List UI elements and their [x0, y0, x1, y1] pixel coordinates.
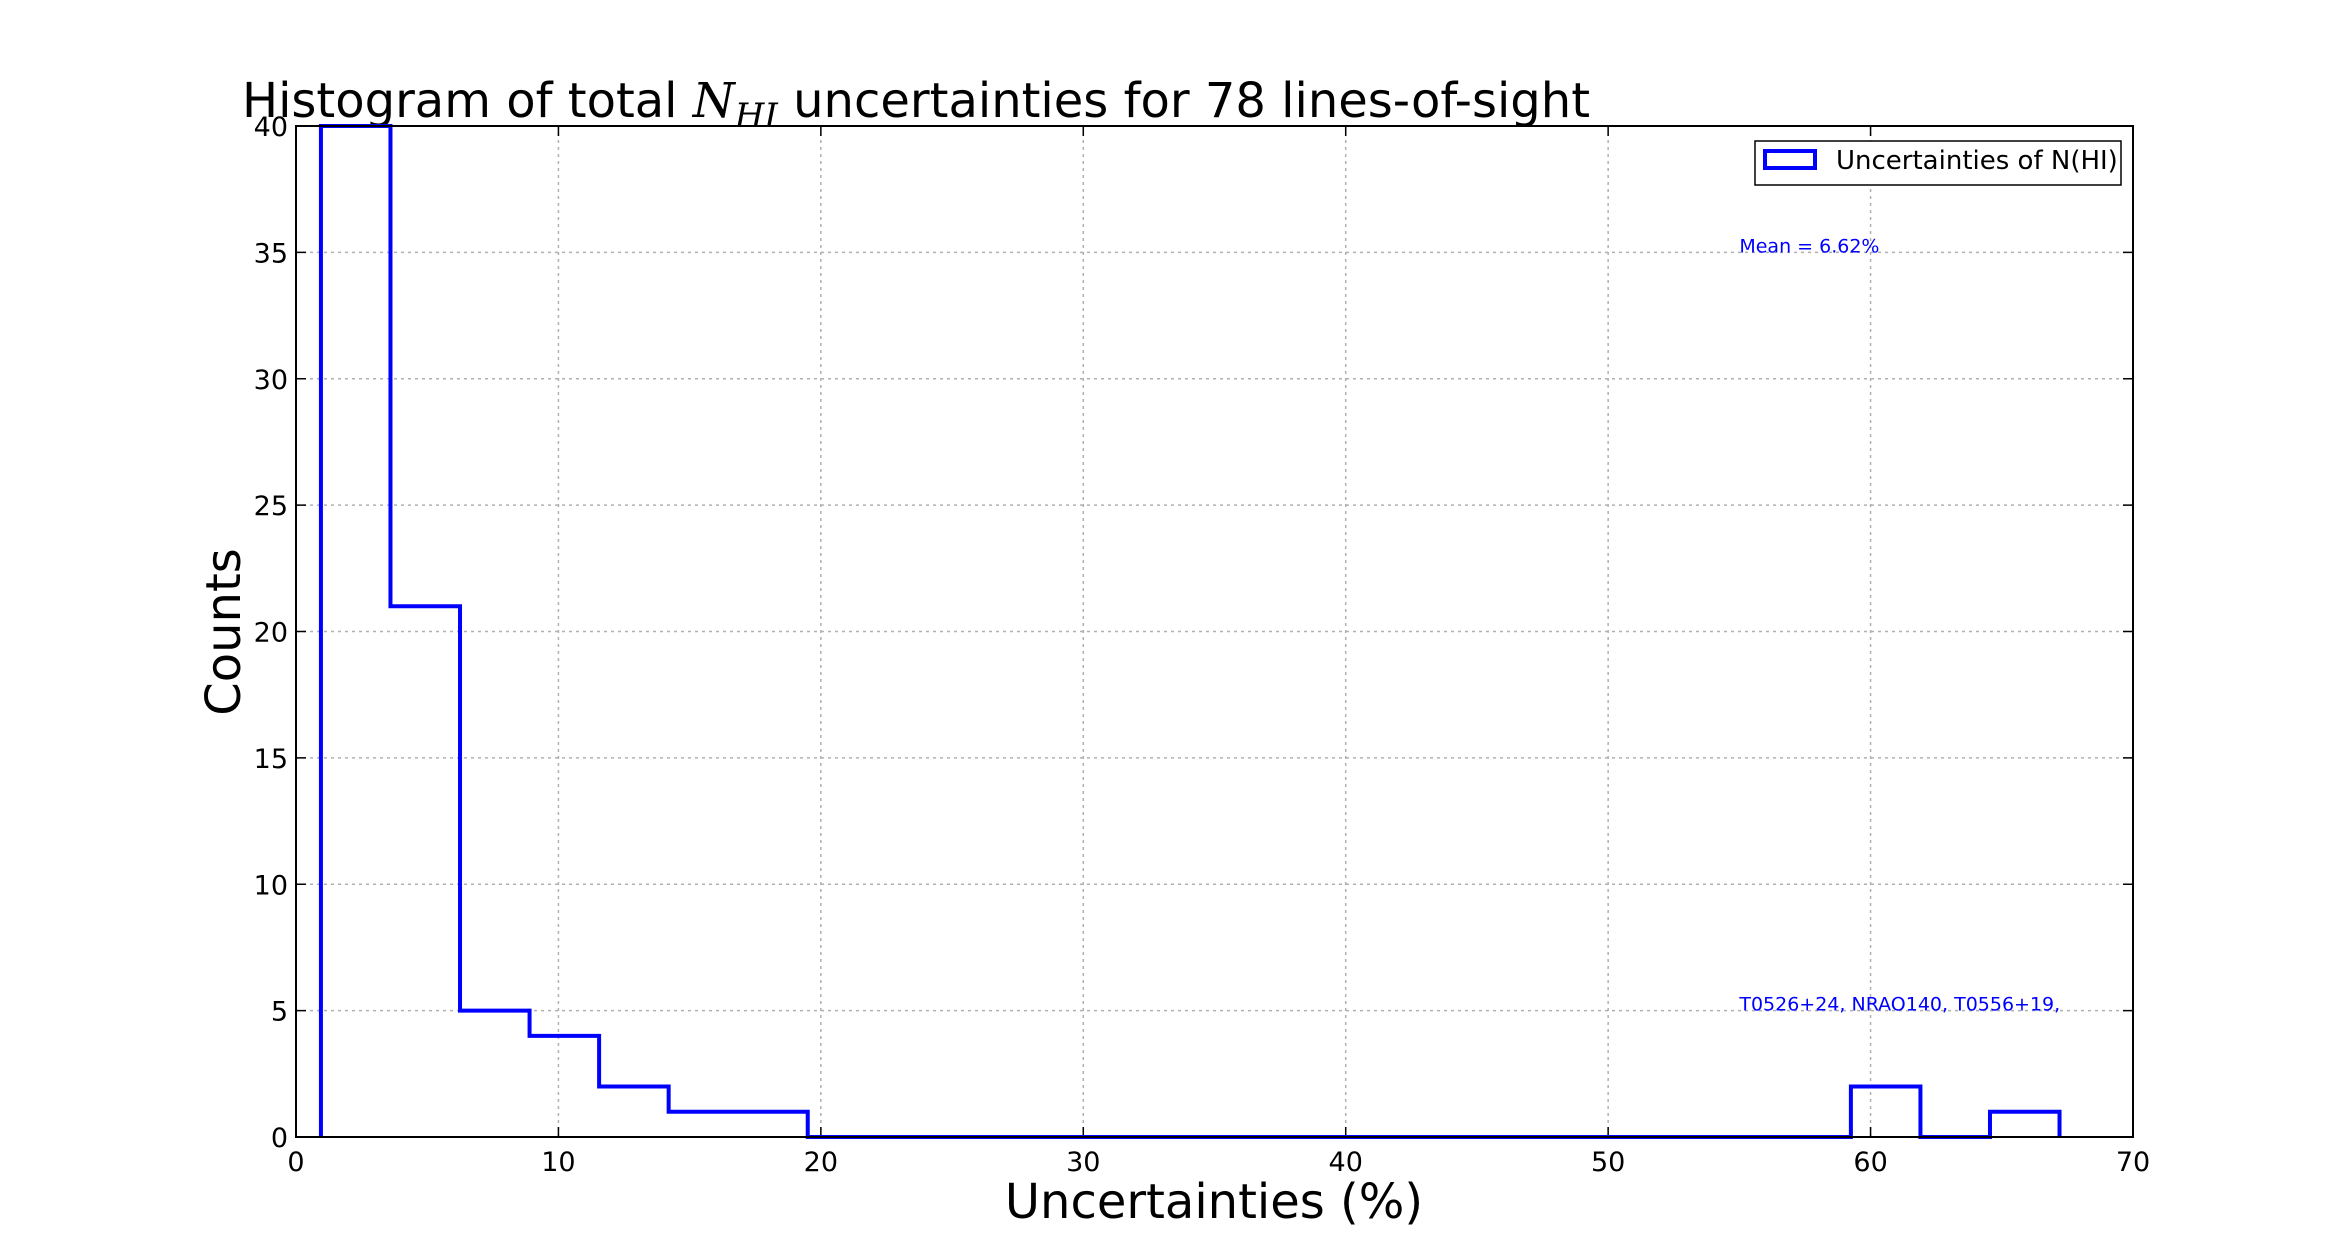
plot-frame: [295, 125, 2134, 1138]
y-tick-label: 10: [254, 870, 288, 901]
chart-title-symbol-subscript: HI: [734, 96, 779, 136]
x-tick-label: 30: [1066, 1147, 1100, 1178]
y-tick-label: 15: [254, 744, 288, 775]
legend-label: Uncertainties of N(HI): [1836, 146, 2118, 176]
grid-lines: [296, 126, 2133, 1137]
annotation-text: T0526+24, NRAO140, T0556+19,: [1738, 994, 2060, 1016]
y-tick-label: 40: [254, 112, 288, 143]
x-tick-label: 60: [1853, 1147, 1887, 1178]
y-tick-label: 25: [254, 491, 288, 522]
y-tick-labels: 0 5 10 15 20 25 30 35 40: [254, 112, 288, 1154]
chart-title-symbol: N: [692, 73, 737, 129]
x-tick-label: 50: [1591, 1147, 1625, 1178]
y-axis-label: Counts: [196, 548, 252, 716]
y-tick-label: 0: [271, 1123, 288, 1154]
x-tick-label: 0: [287, 1147, 304, 1178]
x-axis-label: Uncertainties (%): [1005, 1174, 1423, 1230]
x-tick-label: 70: [2116, 1147, 2150, 1178]
chart-title-prefix: Histogram of total: [242, 73, 693, 129]
legend: Uncertainties of N(HI): [1754, 140, 2122, 186]
chart-title-suffix: uncertainties for 78 lines-of-sight: [778, 73, 1590, 129]
y-tick-label: 20: [254, 618, 288, 649]
histogram-outline: [318, 124, 2062, 1139]
annotations: Mean = 6.62% T0526+24, NRAO140, T0556+19,: [1738, 235, 2060, 1015]
histogram-series: [318, 124, 2062, 1139]
y-tick-label: 35: [254, 238, 288, 269]
y-tick-label: 5: [271, 997, 288, 1028]
x-tick-label: 10: [541, 1147, 575, 1178]
x-tick-label: 40: [1329, 1147, 1363, 1178]
x-tick-label: 20: [804, 1147, 838, 1178]
annotation-text: Mean = 6.62%: [1739, 235, 1879, 257]
x-tick-labels: 0 10 20 30 40 50 60 70: [287, 1147, 2150, 1178]
chart-title: Histogram of total NHI uncertainties for…: [242, 73, 1590, 136]
legend-swatch: [1763, 149, 1817, 170]
y-tick-label: 30: [254, 365, 288, 396]
